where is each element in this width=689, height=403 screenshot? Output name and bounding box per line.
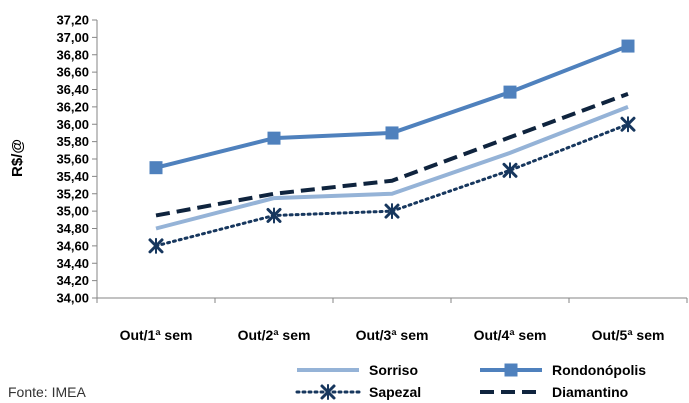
y-tick-label: 34,20 (56, 273, 89, 288)
legend: Sorriso Rondonópolis Sapezal Diamantino (295, 362, 646, 400)
data-point-sapezal (384, 203, 400, 220)
y-tick-label: 35,40 (56, 169, 89, 184)
series-line-rondonopolis (155, 44, 629, 170)
data-point-rondonopolis (385, 126, 399, 140)
legend-marker (320, 384, 336, 400)
data-point-sapezal (620, 116, 636, 133)
y-tick-label: 34,40 (56, 256, 89, 271)
y-tick-label: 34,60 (56, 238, 89, 253)
legend-item-rondonopolis: Rondonópolis (480, 362, 646, 378)
legend-item-diamantino: Diamantino (480, 384, 628, 400)
legend-item-sapezal: Sapezal (295, 384, 421, 400)
legend-item-sorriso: Sorriso (297, 362, 418, 378)
x-tick-label: Out/4ª sem (474, 327, 547, 343)
series-line-sapezal (154, 122, 630, 248)
y-tick-label: 35,80 (56, 134, 89, 149)
x-tick-label: Out/1ª sem (120, 327, 193, 343)
series-line-sorriso (155, 105, 629, 231)
y-tick-label: 35,00 (56, 204, 89, 219)
data-point-sapezal (266, 207, 282, 224)
data-point-sapezal (148, 237, 164, 254)
y-axis: 34,00 34,20 34,40 34,60 34,80 35,00 35,20 35,40… (56, 13, 98, 306)
data-point-rondonopolis (621, 39, 635, 53)
y-tick-label: 36,40 (56, 82, 89, 97)
y-tick-label: 34,00 (56, 291, 89, 306)
x-tick-label: Out/3ª sem (356, 327, 429, 343)
y-tick-label: 36,80 (56, 47, 89, 62)
y-tick-label: 34,80 (56, 221, 89, 236)
y-tick-label: 37,00 (56, 30, 89, 45)
x-tick-label: Out/2ª sem (238, 327, 311, 343)
data-point-rondonopolis (149, 161, 163, 175)
legend-label: Diamantino (552, 384, 628, 400)
y-tick-label: 36,20 (56, 99, 89, 114)
legend-marker (504, 363, 518, 377)
legend-label: Sapezal (369, 384, 421, 400)
series-lines (148, 39, 636, 254)
y-tick-label: 36,00 (56, 117, 89, 132)
legend-label: Sorriso (369, 362, 418, 378)
y-tick-label: 36,60 (56, 65, 89, 80)
data-point-sapezal (502, 162, 518, 179)
legend-label: Rondonópolis (552, 362, 646, 378)
series-line-diamantino (155, 91, 629, 218)
data-point-rondonopolis (503, 85, 517, 99)
data-point-rondonopolis (267, 131, 281, 145)
y-tick-label: 35,60 (56, 152, 89, 167)
y-axis-label: R$/@ (9, 139, 26, 177)
y-tick-label: 35,20 (56, 186, 89, 201)
x-axis: Out/1ª sem Out/2ª sem Out/3ª sem Out/4ª sem… (96, 297, 688, 343)
y-tick-label: 37,20 (56, 13, 89, 28)
x-tick-label: Out/5ª sem (592, 327, 665, 343)
source-note: Fonte: IMEA (8, 384, 86, 400)
